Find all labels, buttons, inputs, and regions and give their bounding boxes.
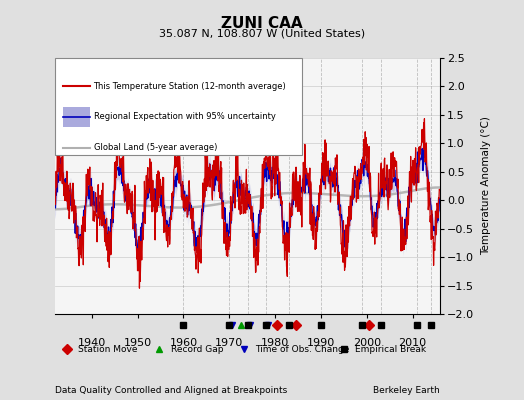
Text: 1950: 1950 (124, 338, 151, 348)
FancyBboxPatch shape (55, 58, 301, 155)
Text: 1960: 1960 (169, 338, 198, 348)
Text: Berkeley Earth: Berkeley Earth (374, 386, 440, 395)
Text: 2010: 2010 (399, 338, 427, 348)
Text: 1990: 1990 (307, 338, 335, 348)
Text: Station Move: Station Move (78, 344, 138, 354)
Text: ZUNI CAA: ZUNI CAA (221, 16, 303, 31)
Text: Time of Obs. Change: Time of Obs. Change (255, 344, 350, 354)
Y-axis label: Temperature Anomaly (°C): Temperature Anomaly (°C) (481, 116, 491, 256)
Text: 2000: 2000 (353, 338, 381, 348)
Text: Empirical Break: Empirical Break (355, 344, 427, 354)
Text: Data Quality Controlled and Aligned at Breakpoints: Data Quality Controlled and Aligned at B… (55, 386, 287, 395)
Text: Global Land (5-year average): Global Land (5-year average) (93, 143, 217, 152)
Text: 1970: 1970 (215, 338, 243, 348)
FancyBboxPatch shape (63, 107, 90, 127)
Text: Record Gap: Record Gap (170, 344, 223, 354)
Text: Regional Expectation with 95% uncertainty: Regional Expectation with 95% uncertaint… (93, 112, 276, 121)
Text: 35.087 N, 108.807 W (United States): 35.087 N, 108.807 W (United States) (159, 28, 365, 38)
Text: This Temperature Station (12-month average): This Temperature Station (12-month avera… (93, 82, 286, 91)
Text: 1940: 1940 (78, 338, 106, 348)
Text: 1980: 1980 (261, 338, 289, 348)
